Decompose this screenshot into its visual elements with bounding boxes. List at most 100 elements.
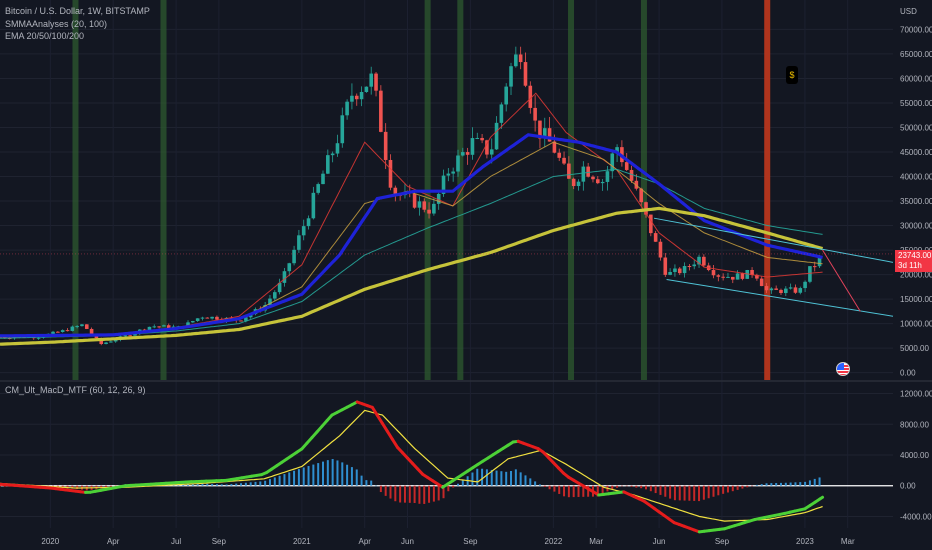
macd-histogram-bar-128: [616, 485, 619, 488]
candle-body-80: [383, 131, 388, 160]
macd-histogram-bar-81: [389, 485, 392, 499]
candle-body-150: [721, 276, 725, 278]
candle-body-97: [465, 152, 470, 155]
ema-legend[interactable]: EMA 20/50/100/200: [5, 31, 85, 41]
candle-body-136: [653, 233, 658, 242]
macd-histogram-bar-153: [736, 485, 739, 490]
macd-histogram-bar-57: [273, 477, 276, 486]
time-tick-label-13: Mar: [841, 537, 855, 546]
candle-body-42: [200, 317, 205, 319]
candle-body-151: [726, 276, 730, 278]
candle-body-108: [518, 54, 523, 63]
dividend-marker-icon[interactable]: $: [786, 66, 798, 84]
price-tick-label-6: 30000.00: [900, 222, 932, 231]
macd-histogram-bar-146: [702, 485, 705, 500]
time-tick-label-1: Apr: [107, 537, 120, 546]
macd-histogram-bar-118: [567, 485, 570, 498]
macd-histogram-bar-43: [206, 483, 209, 486]
candle-body-93: [446, 173, 451, 176]
macd-histogram-bar-114: [548, 485, 551, 490]
candle-body-81: [388, 159, 393, 188]
candle-body-71: [340, 115, 345, 144]
candle-body-110: [528, 85, 533, 108]
candle-body-19: [89, 328, 94, 335]
candle-body-87: [417, 201, 422, 208]
macd-histogram-bar-95: [456, 483, 459, 486]
last-price-badge: 23743.00 3d 11h: [895, 250, 932, 272]
candle-body-102: [489, 149, 494, 155]
candle-body-116: [557, 152, 562, 158]
green-signal-band-3: [457, 0, 464, 380]
candle-body-26: [123, 335, 128, 337]
macd-histogram-bar-88: [423, 485, 426, 504]
macd-histogram-bar-101: [485, 469, 488, 486]
candle-body-31: [147, 326, 152, 331]
signal-line: [0, 409, 823, 522]
smma-legend[interactable]: SMMAAnalyses (20, 100): [5, 19, 108, 29]
candle-body-130: [624, 162, 629, 170]
macd-histogram-bar-129: [620, 485, 623, 487]
macd-histogram-bar-134: [645, 485, 648, 490]
macd-histogram-bar-112: [538, 484, 541, 486]
candle-body-61: [292, 249, 296, 264]
trendline-1: [666, 278, 894, 317]
macd-histogram-bar-47: [225, 484, 228, 486]
macd-histogram-bar-94: [452, 485, 455, 488]
macd-histogram-bar-82: [394, 485, 397, 502]
time-tick-label-4: 2021: [293, 537, 311, 546]
candle-body-113: [542, 128, 547, 139]
time-tick-label-8: 2022: [545, 537, 563, 546]
macd-histogram-bar-168: [808, 480, 811, 486]
candle-body-11: [51, 331, 55, 334]
macd-tick-label-3: 8000.00: [900, 420, 929, 429]
time-tick-label-2: Jul: [171, 537, 181, 546]
price-tick-label-10: 50000.00: [900, 123, 932, 132]
price-tick-label-14: 70000.00: [900, 25, 932, 34]
macd-legend[interactable]: CM_Ult_MacD_MTF (60, 12, 26, 9): [5, 385, 146, 395]
trendline-0: [653, 217, 894, 263]
candle-body-67: [321, 173, 325, 185]
candle-body-63: [301, 226, 306, 236]
ema200-line: [0, 206, 824, 346]
candle-body-18: [84, 324, 89, 329]
macd-histogram-bar-161: [775, 482, 778, 486]
candle-body-161: [774, 288, 778, 290]
candle-body-15: [70, 326, 75, 331]
us-flag-icon[interactable]: [836, 362, 850, 376]
candle-body-123: [591, 176, 595, 180]
candle-body-75: [359, 92, 364, 100]
macd-histogram-bar-125: [601, 485, 604, 494]
macd-histogram-bar-109: [524, 475, 527, 486]
candle-body-142: [682, 266, 687, 274]
candle-body-79: [379, 90, 383, 132]
macd-histogram-bar-163: [784, 482, 787, 486]
macd-histogram-bar-15: [71, 485, 74, 489]
candle-body-133: [639, 188, 643, 203]
macd-histogram-bar-127: [611, 485, 614, 490]
candle-body-13: [60, 330, 65, 332]
macd-histogram-bar-103: [495, 470, 498, 486]
macd-line-segment-163: [818, 495, 825, 501]
symbol-legend[interactable]: Bitcoin / U.S. Dollar, 1W, BITSTAMP: [5, 6, 150, 16]
candle-body-138: [663, 257, 668, 275]
macd-histogram-bar-58: [278, 475, 281, 486]
candle-body-135: [649, 214, 653, 234]
candle-body-57: [272, 292, 277, 299]
candle-body-126: [605, 171, 610, 182]
macd-histogram-bar-56: [268, 479, 271, 486]
macd-histogram-bar-124: [596, 485, 599, 497]
macd-histogram-bar-83: [399, 485, 402, 503]
candle-body-112: [538, 120, 542, 139]
macd-histogram-bar-144: [693, 485, 696, 501]
macd-histogram-bar-55: [264, 480, 267, 486]
candle-body-160: [769, 288, 774, 291]
candle-body-141: [677, 268, 682, 274]
macd-histogram-bar-120: [577, 485, 580, 497]
macd-tick-label-4: 12000.00: [900, 390, 932, 399]
macd-histogram-bar-96: [461, 480, 464, 486]
macd-histogram-bar-158: [760, 484, 763, 486]
macd-histogram-bar-21: [100, 485, 103, 489]
macd-histogram-bar-84: [403, 485, 406, 503]
macd-histogram-bar-24: [114, 485, 117, 487]
